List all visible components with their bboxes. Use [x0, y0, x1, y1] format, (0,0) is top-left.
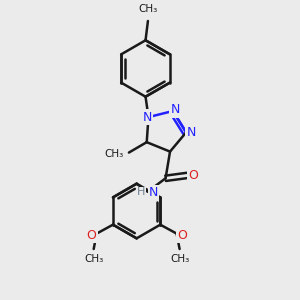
Text: CH₃: CH₃ [138, 4, 158, 14]
Text: O: O [188, 169, 198, 182]
Text: O: O [177, 229, 187, 242]
Text: O: O [86, 229, 96, 242]
Text: N: N [170, 103, 180, 116]
Text: N: N [149, 186, 158, 199]
Text: N: N [187, 126, 196, 140]
Text: CH₃: CH₃ [84, 254, 103, 264]
Text: CH₃: CH₃ [104, 149, 124, 159]
Text: H: H [137, 187, 146, 197]
Text: N: N [142, 111, 152, 124]
Text: CH₃: CH₃ [170, 254, 189, 264]
